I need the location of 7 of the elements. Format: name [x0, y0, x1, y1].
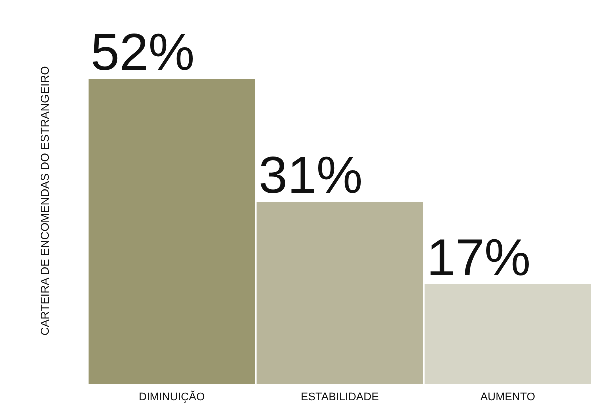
x-tick-label: AUMENTO: [480, 392, 536, 404]
data-label: 52%: [90, 24, 195, 82]
x-tick-label: DIMINUIÇÃO: [139, 390, 206, 404]
data-label: 17%: [426, 229, 531, 288]
data-label: 31%: [258, 147, 363, 206]
x-tick-label: ESTABILIDADE: [300, 392, 380, 404]
y-axis-title: CARTEIRA DE ENCOMENDAS DO ESTRANGEIRO: [40, 66, 52, 336]
